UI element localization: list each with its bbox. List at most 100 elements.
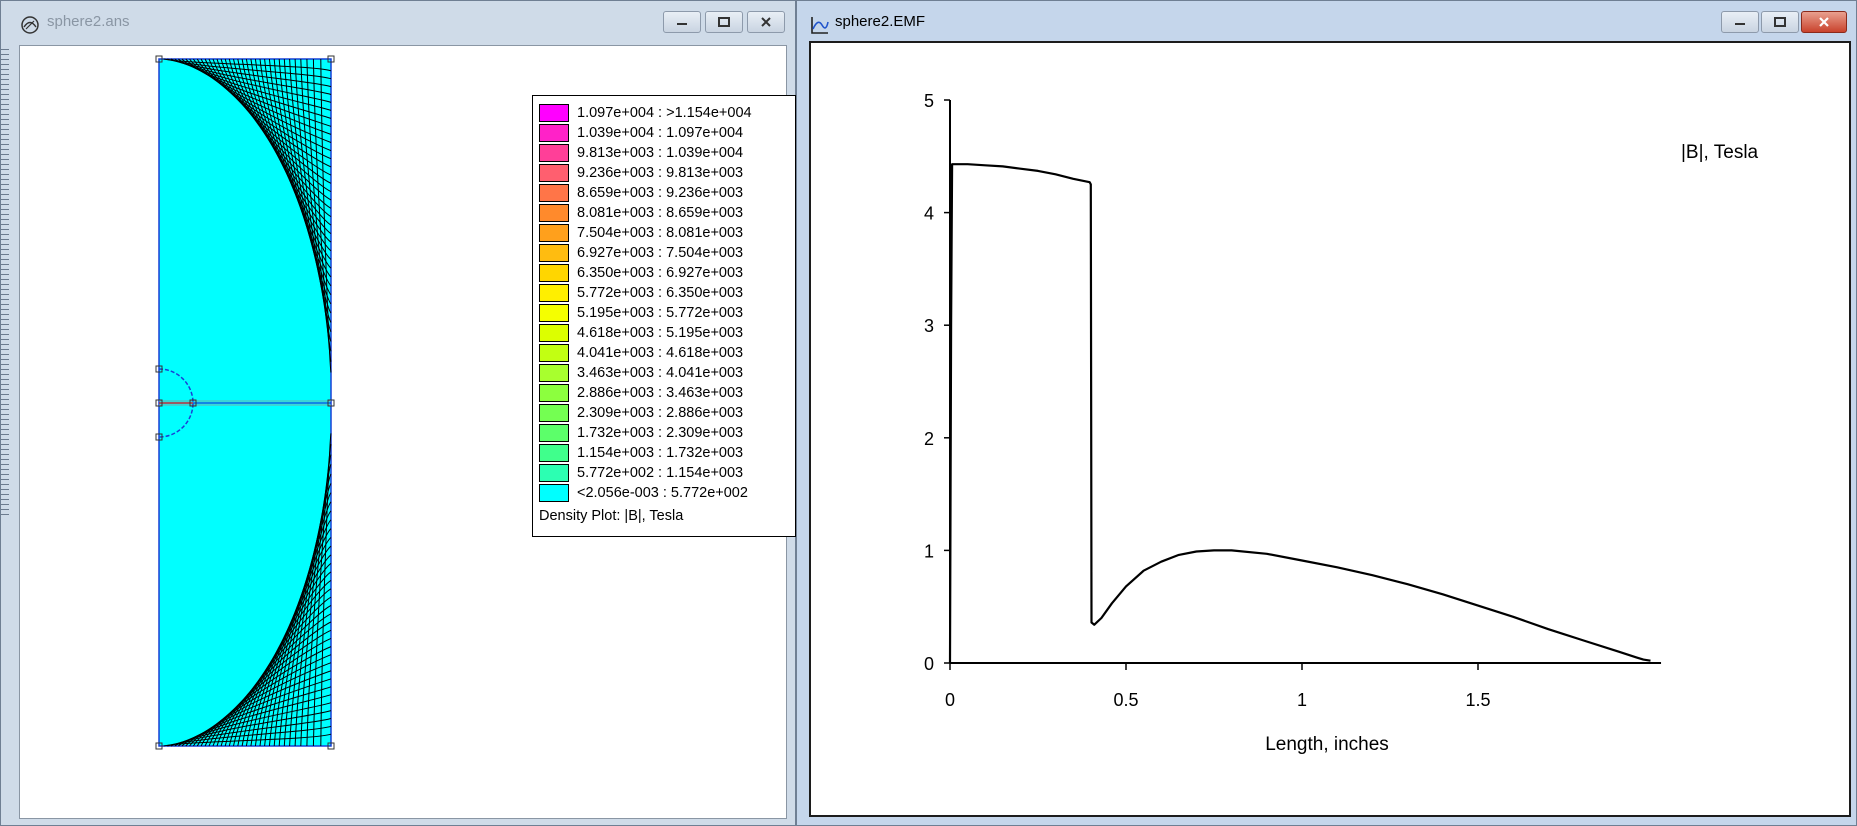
contour-line bbox=[212, 629, 332, 747]
legend-label: 5.772e+003 : 6.350e+003 bbox=[577, 285, 744, 301]
density-plot-view[interactable]: 1.097e+004 : >1.154e+004 1.039e+004 : 1.0… bbox=[19, 45, 796, 819]
left-window: sphere2.ans 1.097e+004 : >1.154e+004 1.03… bbox=[0, 0, 796, 826]
contour-line bbox=[254, 58, 332, 260]
contour-line bbox=[189, 58, 332, 127]
legend-label: 9.236e+003 : 9.813e+003 bbox=[577, 165, 744, 181]
legend-label: 4.618e+003 : 5.195e+003 bbox=[577, 325, 744, 341]
legend-swatch bbox=[539, 204, 569, 222]
legend-label: 1.732e+003 : 2.309e+003 bbox=[577, 425, 744, 441]
legend-swatch bbox=[539, 404, 569, 422]
legend-row: 1.097e+004 : >1.154e+004 bbox=[539, 103, 752, 123]
legend-row: <2.056e-003 : 5.772e+002 bbox=[539, 483, 748, 503]
contour-line bbox=[228, 596, 332, 747]
restore-button[interactable] bbox=[705, 11, 743, 33]
y-tick-label: 3 bbox=[924, 316, 934, 336]
minimize-button[interactable] bbox=[1721, 11, 1759, 33]
geometry-node bbox=[327, 742, 335, 750]
legend-row: 2.886e+003 : 3.463e+003 bbox=[539, 383, 743, 403]
dotted-ruler bbox=[1, 45, 9, 515]
contour-line bbox=[233, 58, 332, 218]
y-tick-label: 0 bbox=[924, 654, 934, 674]
right-title-bar[interactable]: sphere2.EMF bbox=[797, 1, 1856, 45]
legend-label: 5.772e+002 : 1.154e+003 bbox=[577, 465, 744, 481]
legend-swatch bbox=[539, 284, 569, 302]
legend-swatch bbox=[539, 304, 569, 322]
minimize-button[interactable] bbox=[663, 11, 701, 33]
legend-label: 1.154e+003 : 1.732e+003 bbox=[577, 445, 744, 461]
legend-row: 6.927e+003 : 7.504e+003 bbox=[539, 243, 743, 263]
y-tick-label: 5 bbox=[924, 91, 934, 111]
contour-line bbox=[289, 58, 332, 323]
legend-swatch bbox=[539, 164, 569, 182]
geometry-node bbox=[155, 55, 163, 63]
legend-swatch bbox=[539, 444, 569, 462]
geometry-node bbox=[155, 433, 163, 441]
x-tick-label: 0.5 bbox=[1113, 690, 1138, 710]
contour-line bbox=[167, 58, 332, 80]
contour-line bbox=[163, 733, 332, 747]
legend-row: 4.618e+003 : 5.195e+003 bbox=[539, 323, 743, 343]
legend-row: 5.772e+003 : 6.350e+003 bbox=[539, 283, 743, 303]
line-plot-view[interactable]: 0 1 2 3 4 5 0 0.5 1 1.5 Length, inches |B|, Tesla bbox=[809, 41, 1851, 817]
geometry-node bbox=[155, 399, 163, 407]
geometry-node bbox=[155, 365, 163, 373]
contour-line bbox=[228, 58, 332, 209]
legend-label: 5.195e+003 : 5.772e+003 bbox=[577, 305, 744, 321]
contour-line bbox=[216, 58, 332, 184]
legend-row: 4.041e+003 : 4.618e+003 bbox=[539, 343, 743, 363]
chart-icon bbox=[811, 17, 829, 34]
close-icon bbox=[1819, 17, 1829, 27]
contour-line bbox=[300, 464, 332, 747]
x-tick-label: 1 bbox=[1297, 690, 1307, 710]
y-tick-label: 2 bbox=[924, 429, 934, 449]
legend-row: 5.195e+003 : 5.772e+003 bbox=[539, 303, 743, 323]
contour-line bbox=[306, 58, 332, 352]
contour-line bbox=[170, 718, 332, 747]
restore-icon bbox=[1774, 17, 1786, 27]
contour-line bbox=[170, 58, 332, 88]
close-button[interactable] bbox=[1801, 11, 1847, 33]
geometry-node bbox=[327, 55, 335, 63]
x-tick-label: 1.5 bbox=[1465, 690, 1490, 710]
close-button[interactable] bbox=[747, 11, 785, 33]
legend-row: 9.813e+003 : 1.039e+004 bbox=[539, 143, 743, 163]
window-title: sphere2.EMF bbox=[835, 13, 926, 30]
contour-line bbox=[312, 58, 332, 362]
legend-label: 2.309e+003 : 2.886e+003 bbox=[577, 405, 744, 421]
geometry-node bbox=[155, 742, 163, 750]
legend-swatch bbox=[539, 364, 569, 382]
contour-line bbox=[237, 579, 332, 747]
contour-line bbox=[306, 454, 332, 747]
contour-line bbox=[212, 58, 332, 176]
contour-line bbox=[224, 605, 332, 747]
legend-row: 3.463e+003 : 4.041e+003 bbox=[539, 363, 743, 383]
minimize-icon bbox=[1735, 23, 1745, 25]
geometry-node bbox=[189, 399, 197, 407]
legend-label: 6.350e+003 : 6.927e+003 bbox=[577, 265, 744, 281]
legend-label: 7.504e+003 : 8.081e+003 bbox=[577, 225, 744, 241]
contour-line bbox=[216, 621, 332, 747]
legend-label: 8.081e+003 : 8.659e+003 bbox=[577, 205, 744, 221]
legend-label: 3.463e+003 : 4.041e+003 bbox=[577, 365, 744, 381]
model-geometry[interactable] bbox=[20, 46, 786, 818]
legend-label: 2.886e+003 : 3.463e+003 bbox=[577, 385, 744, 401]
legend-swatch bbox=[539, 224, 569, 242]
contour-line bbox=[289, 483, 332, 747]
contour-line bbox=[163, 58, 332, 72]
chart-title: |B|, Tesla bbox=[1681, 142, 1759, 163]
legend-swatch bbox=[539, 244, 569, 262]
restore-button[interactable] bbox=[1761, 11, 1799, 33]
legend-swatch bbox=[539, 464, 569, 482]
contour-line bbox=[294, 58, 332, 333]
sphere-arc bbox=[158, 368, 194, 438]
legend-swatch bbox=[539, 184, 569, 202]
legend-row: 1.154e+003 : 1.732e+003 bbox=[539, 443, 743, 463]
legend-label: 8.659e+003 : 9.236e+003 bbox=[577, 185, 744, 201]
line-chart: 0 1 2 3 4 5 0 0.5 1 1.5 Length, inches |B|, Tesla bbox=[924, 91, 1759, 755]
legend-swatch bbox=[539, 324, 569, 342]
contour-line bbox=[320, 58, 332, 373]
contour-line bbox=[189, 678, 332, 747]
legend-row: 7.504e+003 : 8.081e+003 bbox=[539, 223, 743, 243]
legend-label: 6.927e+003 : 7.504e+003 bbox=[577, 245, 744, 261]
left-title-bar[interactable]: sphere2.ans bbox=[1, 1, 795, 45]
